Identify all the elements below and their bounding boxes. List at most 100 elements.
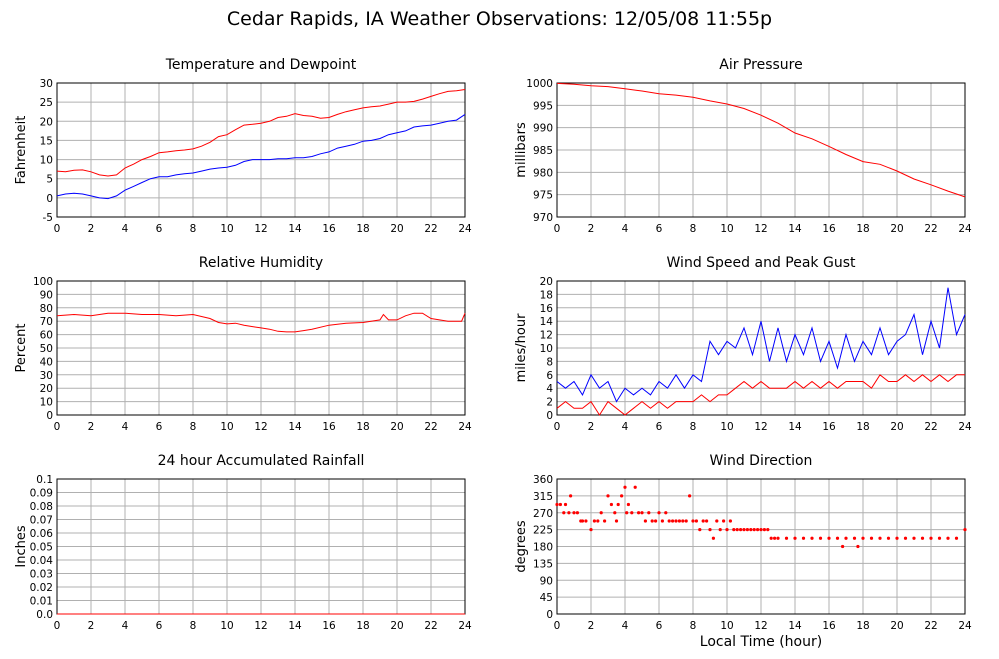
pressure-x-tick-label: 8 xyxy=(690,223,697,235)
temperature-x-tick-label: 14 xyxy=(288,223,302,235)
direction-point xyxy=(769,536,773,540)
humidity-y-tick-label: 60 xyxy=(40,330,53,342)
direction-y-tick-label: 135 xyxy=(533,558,553,570)
direction-point xyxy=(835,536,840,540)
rainfall-x-tick-label: 10 xyxy=(220,620,233,632)
direction-point xyxy=(603,519,607,523)
rainfall-panel: 0 2 4 6 8 10 12 14 16 18 20 22 240.00.010.020.030.04… xyxy=(14,453,472,632)
wind-x-tick-label: 0 xyxy=(554,421,561,433)
wind-plot-frame xyxy=(556,280,966,416)
direction-point xyxy=(903,536,908,540)
direction-point xyxy=(841,544,845,549)
humidity-y-tick-label: 50 xyxy=(40,343,53,355)
direction-x-tick-label: 22 xyxy=(924,620,937,632)
direction-point xyxy=(558,502,563,507)
x-axis-label: Local Time (hour) xyxy=(699,634,823,650)
wind-y-tick-label: 2 xyxy=(546,397,553,409)
direction-point xyxy=(567,511,571,515)
direction-panel: 0 2 4 6 8 10 12 14 16 18 20 22 240459013518022527031… xyxy=(514,453,972,632)
direction-point xyxy=(752,528,756,532)
pressure-y-tick-label: 990 xyxy=(533,123,553,135)
direction-point xyxy=(711,536,716,540)
temperature-y-tick-label: 30 xyxy=(40,78,53,90)
direction-point xyxy=(732,528,736,532)
wind-series-line-1 xyxy=(556,374,965,416)
temperature-x-tick-label: 22 xyxy=(424,223,437,235)
direction-point xyxy=(626,502,631,507)
direction-point xyxy=(667,519,671,523)
rainfall-x-tick-label: 22 xyxy=(424,620,437,632)
pressure-x-tick-label: 6 xyxy=(656,223,663,235)
rainfall-y-tick-label: 0.03 xyxy=(30,569,53,581)
rainfall-x-tick-label: 8 xyxy=(190,620,197,632)
direction-point xyxy=(818,536,823,540)
rainfall-y-tick-label: 0.06 xyxy=(30,528,54,540)
temperature-x-tick-label: 10 xyxy=(220,223,233,235)
direction-y-tick-label: 0 xyxy=(546,609,553,621)
direction-point xyxy=(691,519,695,523)
direction-chart-title: Wind Direction xyxy=(710,453,813,469)
rainfall-y-tick-label: 0.05 xyxy=(30,542,53,554)
direction-point xyxy=(654,519,658,523)
direction-point xyxy=(569,494,573,498)
direction-point xyxy=(609,502,614,507)
rainfall-y-tick-label: 0.01 xyxy=(30,596,53,608)
direction-point xyxy=(784,536,789,540)
direction-point xyxy=(599,511,603,515)
direction-point xyxy=(745,528,750,532)
wind-x-tick-label: 24 xyxy=(958,421,972,433)
direction-point xyxy=(718,528,722,532)
pressure-y-axis-label: millibars xyxy=(514,122,529,178)
direction-point xyxy=(756,528,760,532)
direction-x-tick-label: 10 xyxy=(720,620,733,632)
humidity-y-tick-label: 90 xyxy=(40,289,53,301)
direction-point xyxy=(749,528,753,532)
direction-x-tick-label: 4 xyxy=(622,620,629,632)
humidity-panel: 0 2 4 6 8 10 12 14 16 18 20 22 240102030405060708090… xyxy=(14,255,472,433)
wind-y-tick-label: 14 xyxy=(540,316,554,328)
pressure-panel: 0 2 4 6 8 10 12 14 16 18 20 22 249709759809859909951… xyxy=(514,57,972,235)
rainfall-x-tick-label: 6 xyxy=(156,620,163,632)
pressure-x-tick-label: 10 xyxy=(720,223,733,235)
direction-point xyxy=(776,536,780,540)
direction-point xyxy=(698,528,702,532)
direction-point xyxy=(620,494,624,498)
direction-point xyxy=(674,519,678,523)
direction-point xyxy=(856,544,860,549)
direction-y-tick-label: 90 xyxy=(540,575,553,587)
rainfall-chart-title: 24 hour Accumulated Rainfall xyxy=(158,453,365,469)
humidity-y-tick-label: 70 xyxy=(40,316,53,328)
rainfall-x-tick-label: 0 xyxy=(54,620,61,632)
direction-point xyxy=(708,528,712,532)
direction-point xyxy=(861,536,865,540)
direction-y-tick-label: 315 xyxy=(533,491,553,503)
wind-x-tick-label: 6 xyxy=(656,421,663,433)
pressure-x-tick-label: 20 xyxy=(890,223,903,235)
direction-x-tick-label: 16 xyxy=(822,620,836,632)
humidity-x-tick-label: 22 xyxy=(424,421,437,433)
direction-point xyxy=(640,511,644,515)
rainfall-x-tick-label: 24 xyxy=(458,620,472,632)
humidity-x-tick-label: 0 xyxy=(54,421,61,433)
direction-point xyxy=(694,519,699,523)
direction-point xyxy=(773,536,777,540)
direction-y-axis-label: degrees xyxy=(514,520,529,573)
direction-point xyxy=(810,536,814,540)
pressure-plot-frame xyxy=(556,82,966,218)
direction-point xyxy=(575,511,580,515)
direction-point xyxy=(920,536,925,540)
direction-x-tick-label: 20 xyxy=(890,620,903,632)
rainfall-x-tick-label: 2 xyxy=(88,620,95,632)
direction-point xyxy=(562,511,566,515)
pressure-x-tick-label: 16 xyxy=(822,223,836,235)
humidity-x-tick-label: 4 xyxy=(122,421,129,433)
direction-y-tick-label: 270 xyxy=(533,508,553,520)
direction-point xyxy=(616,502,620,507)
rainfall-x-tick-label: 20 xyxy=(390,620,403,632)
direction-point xyxy=(623,485,627,489)
humidity-y-tick-label: 20 xyxy=(40,383,53,395)
temperature-x-tick-label: 8 xyxy=(190,223,197,235)
direction-point xyxy=(742,528,746,532)
direction-point xyxy=(650,519,654,523)
